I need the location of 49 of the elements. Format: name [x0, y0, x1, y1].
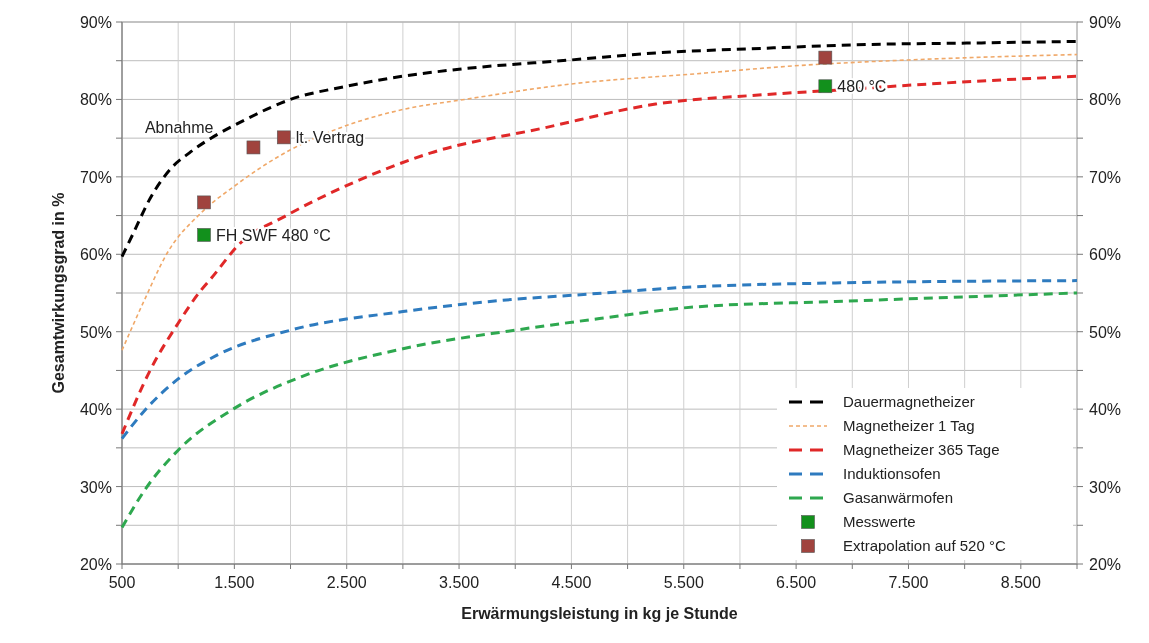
- y-tick-label: 20%: [79, 556, 112, 573]
- y-axis-title: Gesamtwirkungsgrad in %: [50, 192, 67, 394]
- x-tick-label: 3.500: [439, 574, 480, 591]
- y2-tick-label: 30%: [1089, 478, 1122, 496]
- y2-tick-label: 80%: [1089, 91, 1122, 109]
- legend-label: Magnetheizer 365 Tage: [843, 441, 1000, 458]
- y-tick-label: 50%: [79, 323, 112, 341]
- point: [818, 50, 833, 65]
- point: [197, 195, 211, 210]
- line-series: [120, 279, 1079, 441]
- point: [276, 130, 291, 145]
- y2-tick-label: 40%: [1089, 401, 1122, 419]
- annotation: lt. Vertrag: [295, 129, 365, 147]
- line-series: [120, 74, 1079, 436]
- annotation: FH SWF 480 °C: [216, 226, 331, 244]
- point: [818, 79, 833, 94]
- y2-tick-label: 20%: [1089, 556, 1122, 573]
- y-tick-label: 80%: [79, 91, 112, 109]
- y-tick-label: 40%: [79, 401, 112, 419]
- line-series: [120, 39, 1079, 259]
- point: [246, 140, 261, 155]
- annotation: Abnahme: [144, 119, 214, 137]
- y2-tick-label: 50%: [1089, 323, 1122, 341]
- y-tick-label: 30%: [79, 478, 112, 496]
- y-tick-label: 90%: [79, 14, 112, 31]
- y-tick-label: 70%: [79, 168, 112, 186]
- legend-label: Gasanwärmofen: [843, 489, 954, 506]
- legend-label: Magnetheizer 1 Tag: [843, 417, 975, 434]
- legend-label: Dauermagnetheizer: [843, 393, 975, 410]
- legend-label: Extrapolation auf 520 °C: [843, 537, 1006, 554]
- x-tick-label: 500: [108, 574, 136, 591]
- point: [197, 228, 211, 242]
- annotation: 480 °C: [837, 78, 887, 96]
- x-tick-label: 8.500: [1000, 574, 1041, 591]
- line-series: [120, 291, 1079, 530]
- y2-tick-label: 90%: [1089, 14, 1122, 31]
- x-tick-label: 6.500: [776, 574, 817, 591]
- x-tick-label: 1.500: [214, 574, 255, 591]
- legend-label: Messwerte: [843, 513, 916, 530]
- y2-tick-label: 60%: [1089, 246, 1122, 264]
- x-tick-label: 4.500: [551, 574, 592, 591]
- x-tick-label: 2.500: [326, 574, 367, 591]
- x-axis-title: Erwärmungsleistung in kg je Stunde: [461, 605, 738, 622]
- y2-tick-label: 70%: [1089, 168, 1122, 186]
- x-tick-label: 5.500: [663, 574, 704, 591]
- legend-label: Induktionsofen: [843, 465, 941, 482]
- y-tick-label: 60%: [79, 246, 112, 264]
- line-series: [121, 53, 1078, 352]
- x-tick-label: 7.500: [888, 574, 929, 591]
